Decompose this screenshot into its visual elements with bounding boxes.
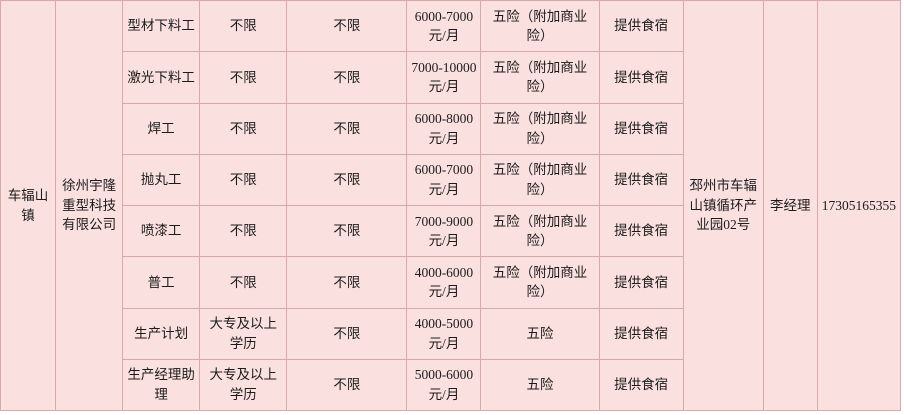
- cell-welfare: 提供食宿: [598, 51, 684, 104]
- cell-position: 焊工: [122, 102, 201, 155]
- cell-welfare: 提供食宿: [598, 204, 684, 258]
- cell-welfare: 提供食宿: [598, 256, 684, 309]
- cell-salary: 7000-10000元/月: [406, 51, 482, 104]
- cell-experience: 不限: [286, 153, 408, 207]
- cell-insurance: 五险（附加商业险）: [480, 204, 600, 258]
- cell-education: 大专及以上学历: [199, 307, 288, 360]
- cell-salary: 5000-6000元/月: [406, 358, 482, 412]
- cell-salary: 6000-7000元/月: [406, 153, 482, 207]
- cell-salary: 4000-5000元/月: [406, 307, 482, 360]
- cell-experience: 不限: [286, 256, 408, 309]
- cell-education: 大专及以上学历: [199, 358, 288, 412]
- cell-education: 不限: [199, 256, 288, 309]
- cell-education: 不限: [199, 51, 288, 104]
- cell-position: 生产计划: [122, 307, 201, 360]
- cell-insurance: 五险（附加商业险）: [480, 153, 600, 207]
- cell-town: 车辐山镇: [0, 0, 57, 411]
- cell-experience: 不限: [286, 204, 408, 258]
- cell-experience: 不限: [286, 51, 408, 104]
- cell-education: 不限: [199, 0, 288, 53]
- cell-position: 生产经理助理: [122, 358, 201, 412]
- cell-welfare: 提供食宿: [598, 102, 684, 155]
- cell-insurance: 五险（附加商业险）: [480, 51, 600, 104]
- table-row: 焊工 不限 不限 6000-8000元/月 五险（附加商业险） 提供食宿: [1, 102, 901, 155]
- table-row: 生产计划 大专及以上学历 不限 4000-5000元/月 五险 提供食宿: [1, 307, 901, 360]
- cell-position: 普工: [122, 256, 201, 309]
- cell-welfare: 提供食宿: [598, 153, 684, 207]
- cell-salary: 4000-6000元/月: [406, 256, 482, 309]
- cell-education: 不限: [199, 153, 288, 207]
- cell-salary: 7000-9000元/月: [406, 204, 482, 258]
- cell-position: 型材下料工: [122, 0, 201, 53]
- cell-salary: 6000-8000元/月: [406, 102, 482, 155]
- cell-insurance: 五险（附加商业险）: [480, 102, 600, 155]
- cell-experience: 不限: [286, 0, 408, 53]
- cell-welfare: 提供食宿: [598, 358, 684, 412]
- cell-position: 喷漆工: [122, 204, 201, 258]
- cell-experience: 不限: [286, 358, 408, 412]
- cell-insurance: 五险: [480, 358, 600, 412]
- cell-insurance: 五险: [480, 307, 600, 360]
- cell-education: 不限: [199, 102, 288, 155]
- table-row: 生产经理助理 大专及以上学历 不限 5000-6000元/月 五险 提供食宿: [1, 358, 901, 412]
- cell-experience: 不限: [286, 307, 408, 360]
- cell-company-name: 徐州宇隆重型科技有限公司: [55, 0, 124, 411]
- cell-experience: 不限: [286, 102, 408, 155]
- cell-position: 抛丸工: [122, 153, 201, 207]
- cell-phone: 17305165355: [816, 0, 902, 411]
- cell-education: 不限: [199, 204, 288, 258]
- table-row: 抛丸工 不限 不限 6000-7000元/月 五险（附加商业险） 提供食宿: [1, 153, 901, 207]
- table-row: 激光下料工 不限 不限 7000-10000元/月 五险（附加商业险） 提供食宿: [1, 51, 901, 104]
- table-row: 喷漆工 不限 不限 7000-9000元/月 五险（附加商业险） 提供食宿: [1, 204, 901, 258]
- cell-insurance: 五险（附加商业险）: [480, 0, 600, 53]
- cell-welfare: 提供食宿: [598, 307, 684, 360]
- cell-position: 激光下料工: [122, 51, 201, 104]
- cell-salary: 6000-7000元/月: [406, 0, 482, 53]
- cell-welfare: 提供食宿: [598, 0, 684, 53]
- cell-address: 邳州市车辐山镇循环产业园02号: [682, 0, 764, 411]
- cell-contact-person: 李经理: [762, 0, 818, 411]
- cell-insurance: 五险（附加商业险）: [480, 256, 600, 309]
